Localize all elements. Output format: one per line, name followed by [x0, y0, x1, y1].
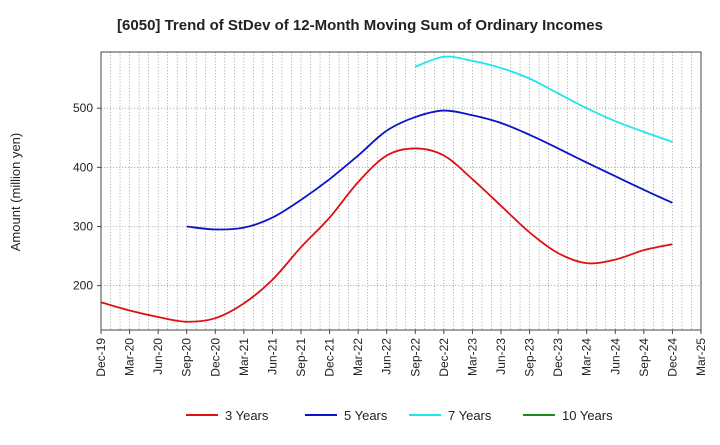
x-tick-label: Sep-23 [523, 338, 537, 377]
plot-border [100, 51, 702, 331]
x-tick-label: Jun-21 [265, 338, 279, 375]
x-tick-label: Jun-24 [608, 338, 622, 375]
x-tick-label: Sep-20 [180, 338, 194, 377]
x-tick-label: Mar-20 [123, 338, 137, 376]
series-line-5-years [186, 109, 673, 231]
legend-label-7-years: 7 Years [448, 408, 492, 423]
x-tick-label: Mar-22 [351, 338, 365, 376]
series-lines [100, 55, 673, 323]
x-tick-label: Mar-25 [694, 338, 708, 376]
y-tick-label: 200 [73, 279, 93, 293]
series-line-7-years [414, 55, 673, 143]
x-tick-label: Mar-21 [237, 338, 251, 376]
legend-label-10-years: 10 Years [562, 408, 613, 423]
axes: 200 300 400 500 Dec-19 Mar-20 Jun-20 Sep-20 Dec-… [73, 51, 708, 377]
x-tick-label: Jun-23 [494, 338, 508, 375]
x-tick-label: Dec-23 [551, 338, 565, 377]
grid [100, 52, 702, 330]
x-tick-label: Mar-23 [465, 338, 479, 376]
plot-area [101, 52, 701, 330]
chart-title: [6050] Trend of StDev of 12-Month Moving… [117, 17, 603, 34]
x-tick-label: Jun-20 [151, 338, 165, 375]
y-tick-label: 500 [73, 101, 93, 115]
legend-label-5-years: 5 Years [344, 408, 388, 423]
series-line-3-years [100, 147, 673, 323]
x-tick-label: Dec-19 [94, 338, 108, 377]
x-tick-label: Sep-21 [294, 338, 308, 377]
legend-label-3-years: 3 Years [225, 408, 269, 423]
x-tick-label: Dec-24 [665, 338, 679, 377]
x-tick-label: Jun-22 [380, 338, 394, 375]
y-tick-label: 300 [73, 219, 93, 233]
x-tick-label: Dec-20 [208, 338, 222, 377]
x-tick-label: Sep-22 [408, 338, 422, 377]
y-tick-label: 400 [73, 160, 93, 174]
legend: 3 Years 5 Years 7 Years 10 Years [186, 408, 613, 423]
y-axis-label: Amount (million yen) [8, 133, 23, 252]
x-tick-label: Sep-24 [637, 338, 651, 377]
x-tick-label: Dec-22 [437, 338, 451, 377]
x-tick-label: Mar-24 [580, 338, 594, 376]
x-tick-label: Dec-21 [323, 338, 337, 377]
